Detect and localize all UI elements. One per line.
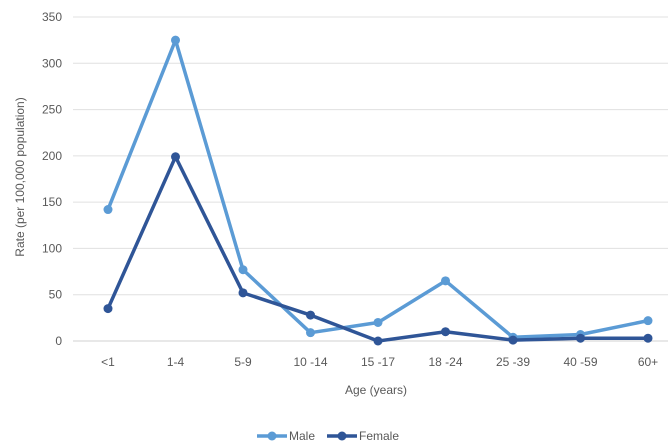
y-tick-label: 0 xyxy=(55,334,62,348)
data-point-male xyxy=(306,328,315,338)
y-tick-label: 300 xyxy=(42,56,62,70)
data-point-male xyxy=(171,35,180,45)
x-tick-label: 40 -59 xyxy=(563,355,597,369)
legend-label-female: Female xyxy=(359,429,399,443)
x-tick-label: 18 -24 xyxy=(428,355,462,369)
gridlines xyxy=(73,16,668,342)
data-point-female xyxy=(576,333,585,343)
x-axis-ticks: <1 1-4 5-9 10 -14 15 -17 18 -24 25 -39 40 -59 60… xyxy=(101,355,658,369)
data-point-female xyxy=(103,304,113,314)
y-tick-label: 350 xyxy=(42,10,62,24)
series-lines xyxy=(103,35,653,346)
data-point-female xyxy=(306,310,315,320)
y-axis-title: Rate (per 100,000 population) xyxy=(13,97,27,256)
data-point-female xyxy=(373,336,383,346)
data-point-female xyxy=(643,333,653,343)
y-tick-label: 250 xyxy=(42,103,62,117)
legend-marker-male xyxy=(267,431,277,441)
x-tick-label: 10 -14 xyxy=(293,355,327,369)
legend-marker-female xyxy=(337,431,347,441)
x-tick-label: 5-9 xyxy=(234,355,252,369)
data-point-male xyxy=(643,316,653,326)
x-tick-label: 25 -39 xyxy=(496,355,530,369)
legend-label-male: Male xyxy=(289,429,315,443)
data-point-female xyxy=(508,335,518,345)
y-tick-label: 50 xyxy=(49,288,63,302)
x-axis-title: Age (years) xyxy=(345,383,407,397)
data-point-female xyxy=(441,327,450,337)
y-axis-ticks: 0 50 100 150 200 250 300 350 xyxy=(42,10,62,348)
y-tick-label: 100 xyxy=(42,241,62,255)
data-point-male xyxy=(238,265,248,275)
legend: Male Female xyxy=(257,429,399,443)
series-line-male xyxy=(106,38,650,340)
data-point-female xyxy=(238,288,248,298)
x-tick-label: 1-4 xyxy=(167,355,185,369)
y-tick-label: 150 xyxy=(42,195,62,209)
data-point-male xyxy=(103,205,113,215)
data-point-female xyxy=(171,152,180,162)
data-point-male xyxy=(373,317,383,327)
data-point-male xyxy=(441,276,450,286)
x-tick-label: 15 -17 xyxy=(361,355,395,369)
x-tick-label: <1 xyxy=(101,355,115,369)
y-tick-label: 200 xyxy=(42,149,62,163)
x-tick-label: 60+ xyxy=(638,355,658,369)
